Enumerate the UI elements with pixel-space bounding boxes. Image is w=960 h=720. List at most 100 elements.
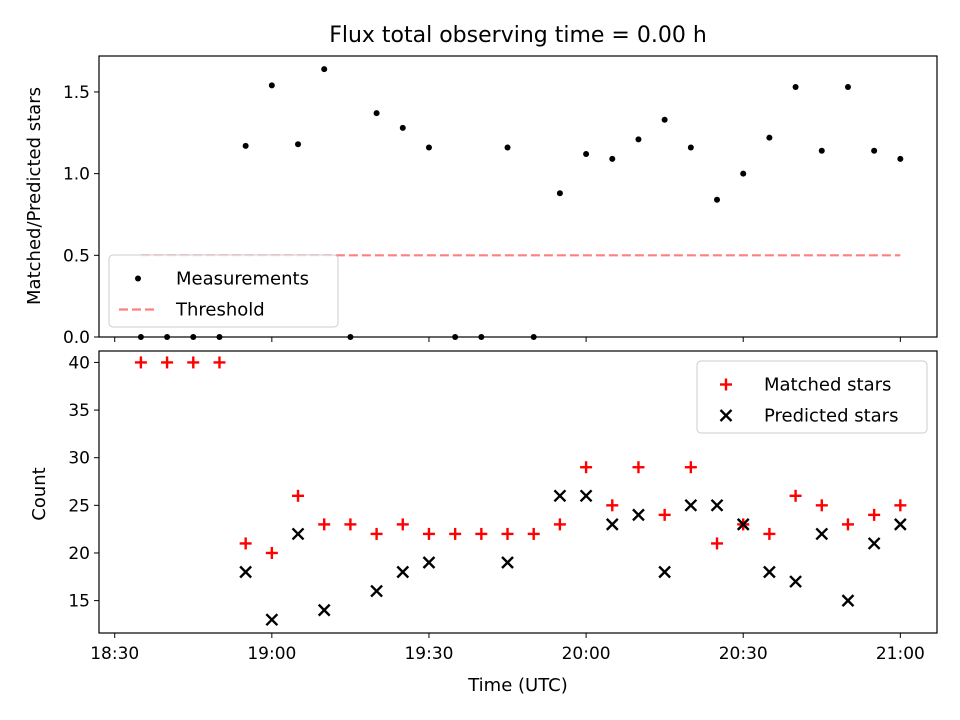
measurement-point <box>347 334 354 340</box>
x-tick-label: 20:30 <box>719 644 768 664</box>
matched-stars-marker <box>239 537 252 550</box>
legend-label: Measurements <box>176 269 309 290</box>
measurement-point <box>792 84 799 91</box>
matched-stars-marker <box>868 508 881 521</box>
y-tick-label: 0.0 <box>63 328 90 348</box>
measurement-point <box>216 334 223 340</box>
chart-title: Flux total observing time = 0.00 h <box>329 23 707 48</box>
matched-stars-marker <box>658 508 671 521</box>
predicted-stars-marker <box>501 556 514 569</box>
x-tick-label: 20:00 <box>562 644 611 664</box>
measurement-point <box>583 151 590 158</box>
measurement-point <box>740 170 747 177</box>
matched-stars-marker <box>422 527 435 540</box>
predicted-stars-marker <box>605 518 619 531</box>
measurement-point <box>556 190 563 197</box>
measurement-point <box>504 144 511 151</box>
matched-stars-marker <box>632 461 645 474</box>
x-tick-label: 19:30 <box>404 644 453 664</box>
x-axis-label: Time (UTC) <box>467 675 568 696</box>
predicted-stars-marker <box>736 518 750 531</box>
measurement-point <box>635 136 642 143</box>
y-tick-label: 20 <box>68 544 90 564</box>
predicted-stars-marker <box>553 489 567 503</box>
measurement-point <box>452 334 459 340</box>
matched-stars-marker <box>318 518 331 531</box>
measurement-point <box>714 196 721 203</box>
matched-stars-marker <box>370 527 383 540</box>
legend-box <box>108 254 339 328</box>
matched-stars-marker <box>396 518 409 531</box>
legend-label: Matched stars <box>764 375 891 396</box>
matched-stars-marker <box>134 356 147 369</box>
measurement-point <box>373 110 380 117</box>
plot-area <box>134 356 907 627</box>
measurement-point <box>818 147 825 154</box>
predicted-stars-marker <box>422 556 436 569</box>
predicted-stars-marker <box>658 565 671 579</box>
matched-stars-marker <box>213 356 226 369</box>
predicted-stars-marker <box>893 518 907 531</box>
measurement-point <box>425 144 432 151</box>
matched-stars-marker <box>841 518 854 531</box>
matched-stars-marker <box>161 356 174 369</box>
predicted-stars-marker <box>867 537 881 550</box>
measurement-point <box>190 334 197 340</box>
y-tick-label: 35 <box>68 401 90 421</box>
matched-stars-marker <box>344 518 357 531</box>
matched-stars-marker <box>292 489 305 502</box>
matched-stars-marker <box>501 527 514 540</box>
matched-stars-marker <box>789 489 802 502</box>
matched-stars-marker <box>265 546 278 559</box>
y-tick-label: 0.5 <box>63 246 90 266</box>
matched-stars-marker <box>527 527 540 540</box>
measurement-point <box>871 147 878 154</box>
predicted-stars-marker <box>239 565 252 579</box>
predicted-stars-marker <box>789 575 802 588</box>
predicted-stars-marker <box>396 565 410 579</box>
matched-stars-marker <box>684 461 697 474</box>
predicted-stars-marker <box>841 594 855 607</box>
predicted-stars-marker <box>815 527 829 541</box>
measurement-point <box>135 275 141 282</box>
bottom-panel: 15 20 25 30 35 40 18:30 19:00 19:30 20:00 20:30 21:… <box>68 350 938 664</box>
measurement-point <box>295 141 302 148</box>
measurement-point <box>399 124 406 131</box>
predicted-stars-marker <box>719 409 733 422</box>
measurement-point <box>268 82 275 89</box>
predicted-stars-marker <box>370 584 383 598</box>
matched-stars-marker <box>580 461 593 474</box>
legend: Measurements Threshold <box>108 254 339 328</box>
x-tick-label: 18:30 <box>90 644 139 664</box>
legend-label: Threshold <box>175 300 265 321</box>
matched-stars-marker <box>711 537 724 550</box>
matched-stars-marker <box>187 356 200 369</box>
measurement-point <box>687 144 694 151</box>
predicted-stars-marker <box>291 527 305 541</box>
y-tick-label: 1.0 <box>63 165 90 185</box>
matched-stars-marker <box>894 499 907 512</box>
matched-stars-marker <box>763 527 776 540</box>
measurement-point <box>164 334 171 340</box>
matched-stars-marker <box>720 378 732 391</box>
predicted-stars-marker <box>579 489 593 503</box>
predicted-stars-marker <box>763 565 776 579</box>
predicted-stars-marker <box>317 603 331 617</box>
matched-stars-marker <box>553 518 566 531</box>
top-y-axis-label: Matched/Predicted stars <box>24 87 45 305</box>
bottom-y-axis-label: Count <box>29 467 50 520</box>
measurement-point <box>478 334 485 340</box>
top-panel: 0.0 0.5 1.0 1.5 Measurements Threshold <box>63 55 938 348</box>
axes-frame <box>98 350 938 634</box>
legend-label: Predicted stars <box>764 406 898 427</box>
y-tick-label: 25 <box>68 496 90 516</box>
legend-box <box>696 360 928 434</box>
measurement-point <box>609 155 616 162</box>
measurement-point <box>137 334 144 340</box>
legend: Matched stars Predicted stars <box>696 360 928 434</box>
measurement-point <box>766 134 773 141</box>
x-tick-label: 21:00 <box>876 644 925 664</box>
y-tick-label: 30 <box>68 449 90 469</box>
